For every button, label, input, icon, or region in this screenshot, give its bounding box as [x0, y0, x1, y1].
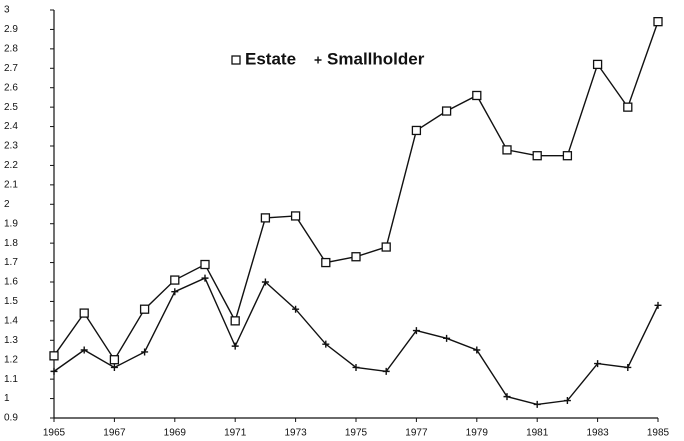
x-tick-label: 1977 — [405, 428, 428, 439]
y-tick-label: 1.9 — [4, 218, 18, 229]
y-tick-label: 1.8 — [4, 238, 18, 249]
marker-plus — [594, 360, 602, 368]
marker-plus — [292, 305, 300, 313]
marker-square — [592, 59, 603, 70]
x-tick-label: 1969 — [164, 428, 187, 439]
y-tick-label: 0.9 — [4, 413, 18, 424]
marker-plus — [322, 340, 330, 348]
marker-plus — [352, 363, 360, 371]
series-line — [53, 277, 659, 406]
y-tick-label: 2.9 — [4, 24, 18, 35]
marker-plus — [201, 274, 209, 282]
marker-square — [170, 275, 180, 285]
x-tick-label: 1973 — [284, 428, 307, 439]
marker-plus — [171, 288, 179, 296]
marker-square — [231, 55, 241, 65]
marker-square — [623, 102, 633, 112]
marker-plus — [563, 397, 571, 405]
y-tick-label: 3 — [4, 5, 10, 16]
y-tick-label: 2.1 — [4, 179, 18, 190]
y-tick-label: 2.8 — [4, 43, 18, 54]
marker-square — [79, 308, 89, 318]
marker-square — [49, 351, 59, 361]
y-tick-label: 1.5 — [4, 296, 18, 307]
marker-plus — [382, 367, 390, 375]
y-tick-label: 1.7 — [4, 257, 18, 268]
marker-square — [411, 125, 422, 136]
marker-square — [653, 17, 663, 27]
y-tick-label: 1.3 — [4, 335, 18, 346]
marker-plus — [503, 393, 511, 401]
marker-square — [532, 151, 542, 161]
y-tick-label: 1.1 — [4, 374, 18, 385]
y-tick-label: 2.6 — [4, 82, 18, 93]
marker-plus — [141, 348, 149, 356]
x-tick-label: 1985 — [647, 428, 670, 439]
y-tick-label: 1 — [4, 393, 10, 404]
marker-plus — [80, 346, 88, 354]
marker-plus — [412, 327, 420, 335]
marker-plus — [261, 278, 269, 286]
marker-plus — [231, 342, 239, 350]
marker-plus — [50, 367, 58, 375]
y-tick-label: 2 — [4, 199, 10, 210]
x-tick-label: 1975 — [345, 428, 368, 439]
marker-square — [200, 259, 210, 270]
marker-plus — [314, 56, 322, 64]
x-tick-label: 1979 — [466, 428, 489, 439]
y-tick-label: 2.3 — [4, 141, 18, 152]
y-tick-label: 2.5 — [4, 102, 18, 113]
x-tick-label: 1981 — [526, 428, 549, 439]
x-tick-label: 1971 — [224, 428, 247, 439]
x-tick-label: 1967 — [103, 428, 126, 439]
marker-square — [109, 355, 120, 365]
marker-plus — [624, 363, 632, 371]
marker-square — [290, 211, 301, 221]
y-tick-label: 2.7 — [4, 63, 18, 74]
y-tick-label: 1.4 — [4, 315, 18, 326]
marker-square — [381, 242, 391, 252]
x-tick-label: 1983 — [586, 428, 609, 439]
y-tick-label: 2.4 — [4, 121, 18, 132]
marker-square — [351, 252, 361, 262]
marker-plus — [443, 334, 451, 342]
marker-square — [562, 151, 573, 161]
marker-square — [472, 90, 482, 101]
marker-plus — [533, 400, 541, 408]
y-tick-label: 2.2 — [4, 160, 18, 171]
marker-plus — [110, 363, 118, 371]
legend-label: Smallholder — [327, 49, 425, 68]
y-tick-label: 1.6 — [4, 277, 18, 288]
marker-plus — [654, 301, 662, 309]
marker-square — [502, 145, 512, 155]
marker-square — [260, 213, 271, 223]
legend-label: Estate — [245, 49, 296, 68]
y-tick-label: 1.2 — [4, 354, 18, 365]
marker-square — [441, 106, 452, 116]
marker-square — [139, 304, 150, 314]
marker-square — [321, 257, 331, 268]
x-tick-label: 1965 — [43, 428, 66, 439]
marker-square — [230, 316, 240, 326]
marker-plus — [473, 346, 481, 354]
